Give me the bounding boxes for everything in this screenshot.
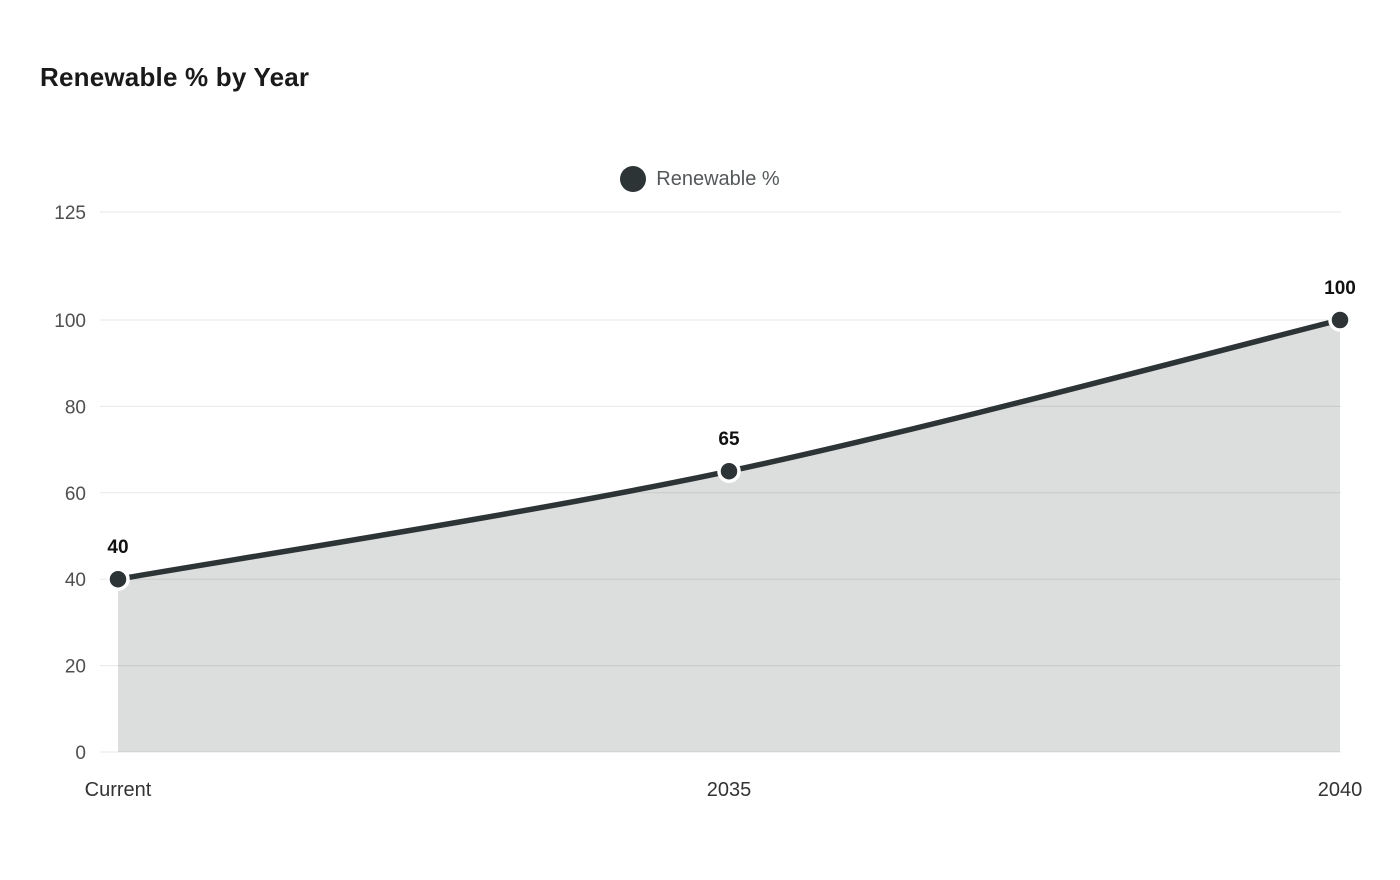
- y-tick-label: 40: [65, 570, 86, 591]
- y-tick-label: 20: [65, 657, 86, 678]
- x-tick-label: Current: [85, 779, 152, 801]
- y-tick-label: 80: [65, 397, 86, 418]
- area-fill: [118, 320, 1340, 752]
- legend-marker-icon: [620, 166, 647, 192]
- legend: Renewable %: [0, 166, 1400, 192]
- data-point-marker[interactable]: [1328, 308, 1352, 332]
- data-point-marker[interactable]: [106, 567, 130, 591]
- data-point-marker[interactable]: [717, 459, 741, 483]
- x-tick-label: 2040: [1318, 779, 1363, 801]
- y-tick-label: 60: [65, 484, 86, 505]
- x-tick-label: 2035: [707, 779, 752, 801]
- data-point-label: 65: [718, 429, 740, 450]
- y-tick-label: 0: [75, 743, 86, 764]
- y-tick-label: 125: [54, 203, 86, 224]
- chart-title: Renewable % by Year: [40, 62, 310, 92]
- y-tick-label: 100: [54, 311, 86, 332]
- data-point-label: 100: [1324, 278, 1356, 299]
- data-point-label: 40: [107, 537, 128, 558]
- legend-series-label[interactable]: Renewable %: [656, 167, 780, 190]
